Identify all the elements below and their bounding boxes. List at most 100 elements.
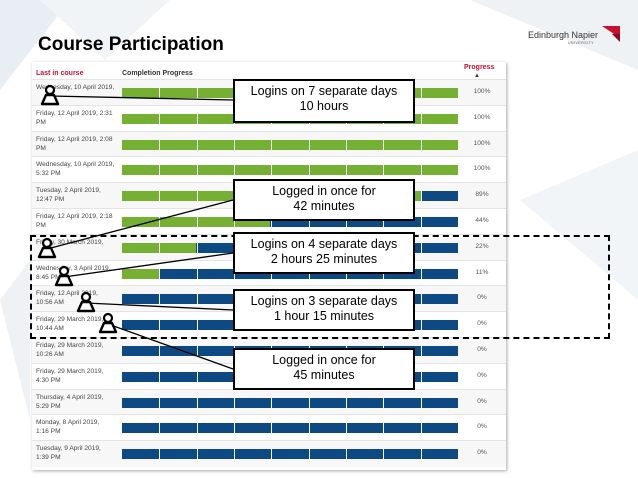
activity-divider — [159, 346, 161, 356]
time-line: PM — [36, 118, 46, 126]
callout-line2: 2 hours 25 minutes — [270, 252, 378, 266]
completion-progress-bar[interactable] — [122, 423, 458, 434]
last-access-date: Friday, 29 March 2019, 4:30 PM — [36, 367, 122, 385]
date-line: Friday, 29 March 2019, — [36, 367, 104, 375]
progress-percent: 22% — [475, 242, 489, 250]
activity-divider — [159, 397, 161, 408]
activity-divider — [420, 139, 422, 150]
activity-divider — [420, 242, 422, 253]
completion-progress-fill — [122, 217, 270, 227]
activity-divider — [196, 139, 198, 150]
activity-divider — [196, 371, 198, 382]
sort-up-icon[interactable]: ▲ — [474, 73, 480, 79]
activity-divider — [159, 449, 161, 460]
activity-divider — [159, 294, 161, 305]
progress-percent: 0% — [477, 294, 487, 302]
last-access-date: Friday, 12 April 2019, 2:18 PM — [36, 212, 122, 230]
completion-progress-bar[interactable] — [122, 217, 458, 227]
completion-progress-bar[interactable] — [122, 165, 458, 176]
last-access-date: Monday, 8 April 2019, 1:16 PM — [36, 418, 122, 436]
column-header-progress[interactable]: Progress — [464, 64, 495, 71]
progress-percent: 100% — [473, 165, 491, 173]
callout-line2: 42 minutes — [293, 199, 355, 213]
logo-mark-shadow-icon — [612, 34, 620, 42]
activity-divider — [196, 346, 198, 356]
activity-divider — [196, 294, 198, 305]
time-line: PM — [36, 144, 46, 152]
progress-percent: 100% — [473, 88, 491, 95]
activity-divider — [196, 268, 198, 279]
activity-divider — [196, 113, 198, 124]
activity-divider — [383, 217, 385, 227]
date-line: Friday, 12 April 2019, 2:18 — [36, 213, 113, 220]
activity-divider — [159, 371, 161, 382]
activity-divider — [420, 113, 422, 124]
completion-progress-bar[interactable] — [122, 397, 458, 408]
student-icon-5 — [98, 312, 118, 334]
date-line: Wednesday, 10 April 2019, — [36, 84, 115, 91]
activity-divider — [271, 217, 273, 227]
table-row: Wednesday, 10 April 2019, 5:32 PM 100% — [32, 156, 506, 184]
activity-divider — [420, 397, 422, 408]
activity-divider — [196, 320, 198, 331]
time-line: 1:39 PM — [36, 454, 61, 462]
callout-line1: Logged in once for — [272, 184, 376, 198]
activity-divider — [308, 165, 310, 176]
progress-percent: 11% — [475, 268, 489, 276]
activity-divider — [346, 217, 347, 227]
activity-divider — [196, 165, 198, 176]
activity-divider — [159, 268, 161, 279]
activity-divider — [159, 242, 161, 253]
activity-divider — [420, 217, 422, 227]
last-access-date: Wednesday, 3 April 2019, 8:45 PM — [36, 264, 122, 282]
column-header-last-in-course[interactable]: Last in course — [36, 70, 84, 77]
date-line: Friday, 12 April 2019, 2:08 — [36, 135, 113, 143]
activity-divider — [234, 449, 235, 460]
completion-progress-bar[interactable] — [122, 139, 458, 150]
activity-divider — [420, 346, 422, 356]
slide-title: Course Participation — [38, 34, 224, 55]
activity-divider — [346, 449, 347, 460]
activity-divider — [420, 449, 422, 460]
time-line: 10:26 AM — [36, 351, 64, 358]
completion-progress-fill — [122, 165, 458, 176]
callout-line2: 45 minutes — [293, 368, 355, 382]
activity-divider — [196, 449, 198, 460]
activity-divider — [159, 139, 161, 150]
activity-divider — [196, 397, 198, 408]
activity-divider — [308, 139, 310, 150]
date-line: Friday, 30 March 2019, — [36, 238, 104, 246]
progress-percent: 100% — [473, 113, 491, 121]
callout-line1: Logged in once for — [272, 353, 376, 367]
callout-45-minutes: Logged in once for 45 minutes — [233, 348, 415, 390]
last-access-date: Friday, 12 April 2019, 2:31 PM — [36, 109, 122, 127]
completion-progress-bar[interactable] — [122, 449, 458, 460]
last-access-date: Friday, 29 March 2019, 10:26 AM — [36, 341, 122, 359]
progress-percent: 0% — [477, 320, 487, 328]
last-access-date: Friday, 12 April 2019, 2:08 PM — [36, 135, 122, 153]
date-line: Monday, 8 April 2019, — [36, 419, 100, 427]
progress-percent: 0% — [477, 397, 487, 405]
activity-divider — [383, 139, 385, 150]
activity-divider — [271, 397, 273, 408]
activity-divider — [383, 449, 385, 460]
activity-divider — [196, 423, 198, 434]
table-row: Tuesday, 9 April 2019, 1:39 PM 0% — [32, 440, 506, 467]
activity-divider — [383, 423, 385, 434]
last-access-date: Tuesday, 2 April 2019, 12:47 PM — [36, 186, 122, 204]
table-row: Friday, 12 April 2019, 2:08 PM 100% — [32, 130, 506, 158]
university-logo: Edinburgh Napier UNIVERSITY — [528, 26, 620, 50]
activity-divider — [159, 88, 161, 98]
last-access-date: Friday, 12 April 2019, 10:56 AM — [36, 289, 122, 307]
activity-divider — [234, 165, 235, 176]
callout-line1: Logins on 7 separate days — [250, 84, 398, 98]
time-line: 8:45 PM — [36, 273, 61, 281]
callout-4-days: Logins on 4 separate days 2 hours 25 min… — [233, 232, 415, 274]
completion-progress-fill — [122, 268, 159, 279]
callout-connector-line — [63, 252, 234, 278]
activity-divider — [159, 165, 161, 176]
date-line: Tuesday, 9 April 2019, — [36, 445, 101, 453]
activity-divider — [420, 191, 422, 202]
activity-divider — [420, 88, 422, 98]
date-line: Friday, 29 March 2019, — [36, 342, 104, 349]
